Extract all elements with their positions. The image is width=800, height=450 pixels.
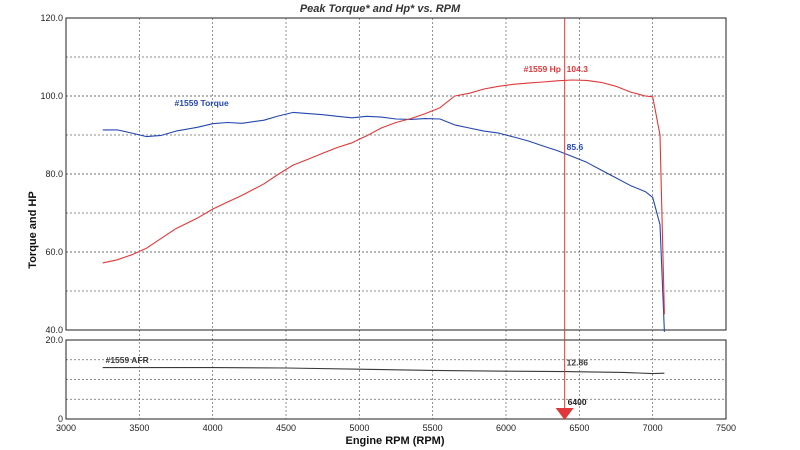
- x-tick-label: 7000: [643, 423, 663, 433]
- torque-series-label: #1559 Torque: [175, 98, 229, 108]
- x-tick-label: 3000: [56, 423, 76, 433]
- afr-cursor-value: 12.86: [567, 357, 589, 367]
- series-layer: [102, 18, 665, 420]
- y-tick-label-upper: 120.0: [40, 13, 63, 23]
- y-tick-label-lower: 0: [58, 414, 63, 424]
- grid-layer: 3000 3500 4000 4500 5000 5500 6000 6500 7000 7500…: [40, 13, 736, 433]
- y-tick-label-upper: 40.0: [45, 325, 63, 335]
- y-tick-label-lower: 20.0: [45, 335, 63, 345]
- torque-line: [102, 111, 665, 332]
- hp-series-label: #1559 Hp: [524, 64, 561, 74]
- lower-plot-frame: [65, 339, 727, 420]
- y-tick-label-upper: 100.0: [40, 91, 63, 101]
- chart-title: Peak Torque* and Hp* vs. RPM: [300, 3, 461, 15]
- afr-line: [102, 367, 665, 375]
- torque-cursor-value: 85.6: [567, 142, 584, 152]
- x-axis-label: Engine RPM (RPM): [346, 435, 445, 447]
- afr-series-label: #1559 AFR: [106, 355, 149, 365]
- x-tick-label: 3500: [129, 423, 149, 433]
- x-tick-label: 5000: [349, 423, 369, 433]
- y-tick-label-upper: 60.0: [45, 247, 63, 257]
- hp-peak-value: 104.3: [567, 64, 589, 74]
- upper-plot-frame: [65, 17, 727, 331]
- rpm-cursor-marker: [555, 408, 574, 420]
- x-tick-label: 6000: [496, 423, 516, 433]
- x-tick-label: 4000: [203, 423, 223, 433]
- labels-layer: 6400 #1559 Torque #1559 Hp 104.3 85.6 #1559 A…: [106, 64, 589, 407]
- y-tick-label-upper: 80.0: [45, 169, 63, 179]
- x-tick-label: 6500: [569, 423, 589, 433]
- x-tick-label: 7500: [716, 423, 736, 433]
- x-tick-label: 4500: [276, 423, 296, 433]
- y-axis-label: Torque and HP: [27, 191, 39, 268]
- cursor-value-label: 6400: [568, 397, 587, 407]
- x-tick-label: 5500: [423, 423, 443, 433]
- hp-line: [102, 79, 665, 315]
